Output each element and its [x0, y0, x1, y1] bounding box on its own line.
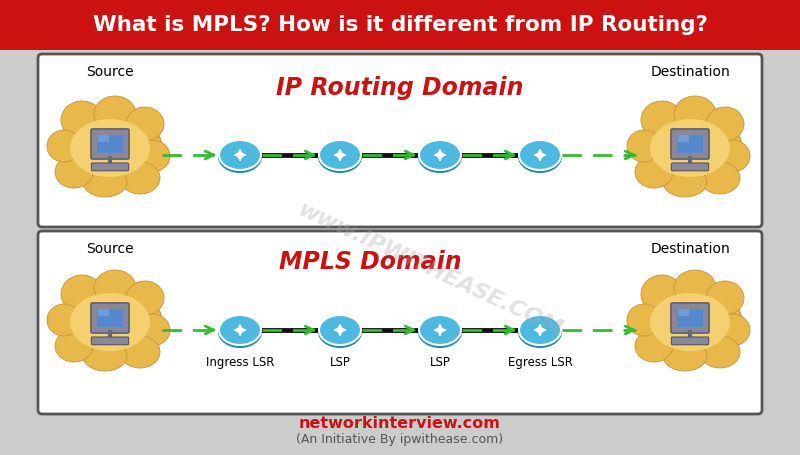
Text: What is MPLS? How is it different from IP Routing?: What is MPLS? How is it different from I…	[93, 15, 707, 35]
Ellipse shape	[518, 141, 562, 173]
Ellipse shape	[83, 341, 127, 371]
Text: Destination: Destination	[650, 65, 730, 79]
FancyBboxPatch shape	[98, 135, 123, 153]
Ellipse shape	[418, 316, 462, 348]
Ellipse shape	[319, 315, 361, 345]
Text: IP Routing Domain: IP Routing Domain	[276, 76, 524, 100]
Text: LSP: LSP	[330, 356, 350, 369]
Ellipse shape	[47, 304, 81, 336]
FancyBboxPatch shape	[677, 308, 703, 327]
Ellipse shape	[47, 130, 81, 162]
Circle shape	[238, 329, 242, 332]
FancyBboxPatch shape	[0, 0, 800, 50]
Ellipse shape	[638, 111, 742, 189]
Ellipse shape	[58, 285, 162, 363]
Ellipse shape	[706, 281, 744, 315]
Text: Destination: Destination	[650, 242, 730, 256]
Ellipse shape	[674, 96, 716, 132]
Ellipse shape	[519, 315, 561, 345]
Ellipse shape	[318, 141, 362, 173]
Ellipse shape	[94, 270, 136, 306]
FancyBboxPatch shape	[91, 337, 129, 345]
Ellipse shape	[61, 275, 103, 313]
Text: MPLS Domain: MPLS Domain	[278, 250, 462, 274]
Text: Ingress LSR: Ingress LSR	[206, 356, 274, 369]
Ellipse shape	[519, 140, 561, 170]
Ellipse shape	[700, 336, 740, 368]
FancyBboxPatch shape	[677, 135, 703, 153]
FancyBboxPatch shape	[98, 308, 123, 327]
Circle shape	[538, 153, 542, 157]
Circle shape	[338, 329, 342, 332]
Circle shape	[238, 153, 242, 157]
Ellipse shape	[218, 141, 262, 173]
Ellipse shape	[627, 304, 661, 336]
FancyBboxPatch shape	[671, 303, 709, 333]
Text: Egress LSR: Egress LSR	[507, 356, 573, 369]
Ellipse shape	[700, 162, 740, 194]
Ellipse shape	[55, 156, 93, 188]
Circle shape	[338, 153, 342, 157]
Circle shape	[438, 329, 442, 332]
Text: networkinterview.com: networkinterview.com	[299, 415, 501, 430]
Ellipse shape	[70, 293, 150, 351]
Ellipse shape	[58, 111, 162, 189]
Ellipse shape	[83, 167, 127, 197]
Ellipse shape	[126, 107, 164, 141]
FancyBboxPatch shape	[98, 309, 109, 316]
Ellipse shape	[418, 141, 462, 173]
Ellipse shape	[134, 140, 170, 172]
Text: www.IPWITHEASE.COM: www.IPWITHEASE.COM	[294, 200, 566, 340]
Ellipse shape	[218, 316, 262, 348]
FancyBboxPatch shape	[671, 163, 709, 171]
FancyBboxPatch shape	[91, 129, 129, 159]
Ellipse shape	[641, 101, 683, 139]
Ellipse shape	[706, 107, 744, 141]
Ellipse shape	[419, 140, 461, 170]
Ellipse shape	[650, 293, 730, 351]
Ellipse shape	[518, 316, 562, 348]
Ellipse shape	[714, 140, 750, 172]
Text: LSP: LSP	[430, 356, 450, 369]
FancyBboxPatch shape	[91, 163, 129, 171]
Ellipse shape	[70, 119, 150, 177]
FancyBboxPatch shape	[98, 135, 109, 142]
Ellipse shape	[318, 316, 362, 348]
Ellipse shape	[635, 156, 673, 188]
Ellipse shape	[674, 270, 716, 306]
FancyBboxPatch shape	[671, 129, 709, 159]
Ellipse shape	[627, 130, 661, 162]
Ellipse shape	[714, 314, 750, 346]
Text: Source: Source	[86, 65, 134, 79]
FancyBboxPatch shape	[678, 309, 689, 316]
Text: Source: Source	[86, 242, 134, 256]
Circle shape	[538, 329, 542, 332]
Ellipse shape	[641, 275, 683, 313]
FancyBboxPatch shape	[91, 303, 129, 333]
Ellipse shape	[419, 315, 461, 345]
Ellipse shape	[120, 336, 160, 368]
Ellipse shape	[663, 341, 707, 371]
Ellipse shape	[219, 140, 261, 170]
Ellipse shape	[126, 281, 164, 315]
Ellipse shape	[55, 330, 93, 362]
Ellipse shape	[120, 162, 160, 194]
FancyBboxPatch shape	[678, 135, 689, 142]
Ellipse shape	[134, 314, 170, 346]
FancyBboxPatch shape	[38, 231, 762, 414]
Ellipse shape	[663, 167, 707, 197]
Ellipse shape	[94, 96, 136, 132]
FancyBboxPatch shape	[38, 54, 762, 227]
FancyBboxPatch shape	[671, 337, 709, 345]
Ellipse shape	[219, 315, 261, 345]
Circle shape	[438, 153, 442, 157]
Ellipse shape	[61, 101, 103, 139]
Ellipse shape	[635, 330, 673, 362]
Ellipse shape	[650, 119, 730, 177]
Text: (An Initiative By ipwithease.com): (An Initiative By ipwithease.com)	[297, 434, 503, 446]
Ellipse shape	[638, 285, 742, 363]
Ellipse shape	[319, 140, 361, 170]
